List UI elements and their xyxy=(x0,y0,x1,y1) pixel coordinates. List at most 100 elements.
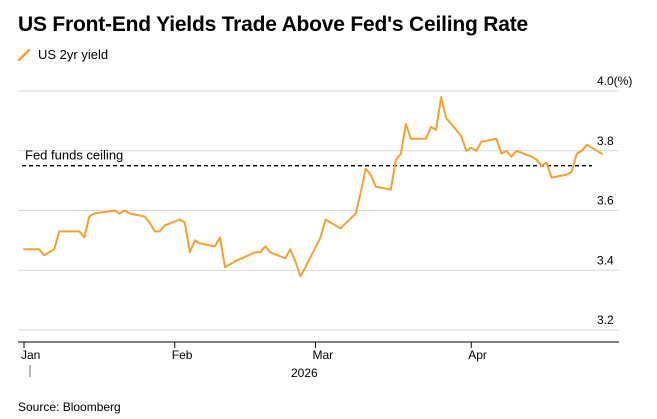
y-tick-label: 4.0(%) xyxy=(597,74,632,88)
data-point xyxy=(404,122,407,125)
grid-lines xyxy=(18,90,619,331)
data-point xyxy=(600,152,603,155)
data-point xyxy=(445,116,448,119)
data-point xyxy=(460,134,463,137)
data-point xyxy=(53,248,56,251)
x-tick-label: Feb xyxy=(172,348,193,362)
y-tick-label: 3.2 xyxy=(597,313,614,327)
data-point xyxy=(73,230,76,233)
data-point xyxy=(470,146,473,149)
data-point xyxy=(158,230,161,233)
data-point xyxy=(198,242,201,245)
data-point xyxy=(515,149,518,152)
y-tick-label: 3.4 xyxy=(597,253,614,267)
data-point xyxy=(535,158,538,161)
data-point xyxy=(530,155,533,158)
data-point xyxy=(193,239,196,242)
data-point xyxy=(580,149,583,152)
data-point xyxy=(269,251,272,254)
data-point xyxy=(229,263,232,266)
data-point xyxy=(364,167,367,170)
data-point xyxy=(163,224,166,227)
x-year-label: 2026 xyxy=(291,366,318,380)
data-point xyxy=(440,95,443,98)
data-point xyxy=(334,224,337,227)
data-point xyxy=(78,230,81,233)
data-point xyxy=(475,149,478,152)
data-point xyxy=(178,218,181,221)
data-point xyxy=(540,164,543,167)
data-point xyxy=(143,215,146,218)
data-point xyxy=(324,218,327,221)
chart-title: US Front-End Yields Trade Above Fed's Ce… xyxy=(18,13,528,36)
data-point xyxy=(118,212,121,215)
data-point xyxy=(294,260,297,263)
x-tick-label: Apr xyxy=(468,348,487,362)
reference-line-label: Fed funds ceiling xyxy=(25,148,123,163)
source-note: Source: Bloomberg xyxy=(18,400,121,414)
data-point xyxy=(259,251,262,254)
data-point xyxy=(284,257,287,260)
y-tick-label: 3.8 xyxy=(597,134,614,148)
data-point xyxy=(510,155,513,158)
data-point xyxy=(585,143,588,146)
data-point xyxy=(88,215,91,218)
data-point xyxy=(264,245,267,248)
data-point xyxy=(299,275,302,278)
data-point xyxy=(394,158,397,161)
data-point xyxy=(550,176,553,179)
legend: US 2yr yield xyxy=(18,47,108,62)
y-tick-label: 3.6 xyxy=(597,194,614,208)
data-point xyxy=(354,212,357,215)
data-point xyxy=(495,137,498,140)
data-point xyxy=(218,236,221,239)
data-point xyxy=(254,251,257,254)
data-point xyxy=(465,149,468,152)
data-point xyxy=(304,266,307,269)
data-point xyxy=(425,137,428,140)
data-point xyxy=(329,221,332,224)
data-point xyxy=(58,230,61,233)
data-point xyxy=(319,236,322,239)
data-point xyxy=(153,230,156,233)
data-point xyxy=(500,152,503,155)
data-point xyxy=(123,209,126,212)
series-line xyxy=(23,96,603,278)
reference-line-group: Fed funds ceiling xyxy=(22,148,592,167)
data-point xyxy=(128,212,131,215)
x-tick-label: Jan xyxy=(21,348,40,362)
data-point xyxy=(399,152,402,155)
data-point xyxy=(48,251,51,254)
x-tick-label: Mar xyxy=(312,348,333,362)
data-point xyxy=(359,191,362,194)
data-point xyxy=(545,161,548,164)
data-point xyxy=(43,254,46,257)
data-point xyxy=(369,173,372,176)
data-point xyxy=(565,173,568,176)
data-point xyxy=(183,221,186,224)
data-point xyxy=(213,245,216,248)
data-point xyxy=(83,236,86,239)
legend-label: US 2yr yield xyxy=(38,47,109,62)
data-point xyxy=(188,251,191,254)
data-point xyxy=(570,170,573,173)
data-point xyxy=(575,152,578,155)
series-group xyxy=(23,95,603,278)
data-point xyxy=(289,248,292,251)
data-point xyxy=(480,140,483,143)
data-point xyxy=(93,212,96,215)
data-point xyxy=(374,185,377,188)
x-axis: Jan Feb Mar Apr 2026 xyxy=(18,341,619,380)
data-point xyxy=(505,149,508,152)
data-point xyxy=(38,248,41,251)
data-point xyxy=(234,260,237,263)
data-point xyxy=(339,227,342,230)
data-point xyxy=(430,125,433,128)
data-point xyxy=(435,128,438,131)
data-point xyxy=(389,188,392,191)
data-point xyxy=(113,209,116,212)
data-point xyxy=(23,248,26,251)
data-point xyxy=(148,221,151,224)
data-point xyxy=(409,137,412,140)
